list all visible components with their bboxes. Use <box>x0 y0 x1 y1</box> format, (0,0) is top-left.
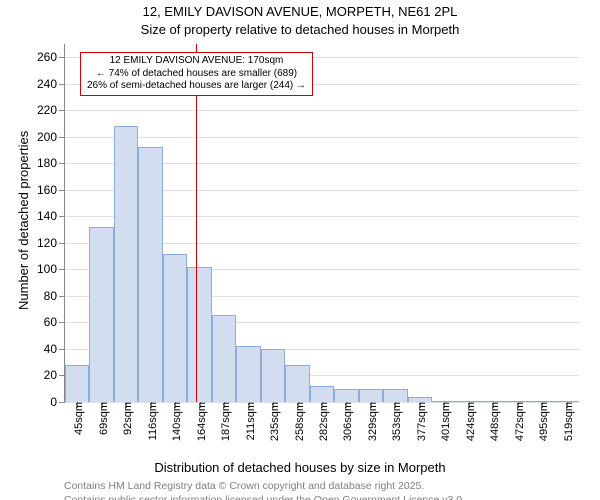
gridline-h <box>65 110 579 111</box>
x-tick-label: 424sqm <box>461 402 477 441</box>
y-tick-label: 240 <box>37 77 65 91</box>
y-tick-label: 60 <box>44 315 65 329</box>
x-tick-label: 45sqm <box>69 402 85 435</box>
y-tick-label: 100 <box>37 262 65 276</box>
gridline-h <box>65 137 579 138</box>
footnote-line-2: Contains public sector information licen… <box>64 494 465 500</box>
chart-title: 12, EMILY DAVISON AVENUE, MORPETH, NE61 … <box>0 4 600 19</box>
x-tick-label: 164sqm <box>192 402 208 441</box>
y-tick-label: 260 <box>37 50 65 64</box>
x-tick-label: 282sqm <box>314 402 330 441</box>
histogram-bar <box>89 227 113 402</box>
histogram-bar <box>285 365 309 402</box>
y-tick-label: 40 <box>44 342 65 356</box>
annotation-line: 26% of semi-detached houses are larger (… <box>87 80 306 93</box>
y-tick-label: 80 <box>44 289 65 303</box>
y-tick-label: 220 <box>37 103 65 117</box>
x-tick-label: 187sqm <box>216 402 232 441</box>
chart-subtitle: Size of property relative to detached ho… <box>0 22 600 37</box>
histogram-bar <box>163 254 187 403</box>
x-tick-label: 258sqm <box>290 402 306 441</box>
y-tick-label: 0 <box>50 395 65 409</box>
y-axis-label: Number of detached properties <box>16 131 31 310</box>
histogram-bar <box>212 315 236 403</box>
histogram-bar <box>359 389 383 402</box>
x-tick-label: 306sqm <box>338 402 354 441</box>
annotation-box: 12 EMILY DAVISON AVENUE: 170sqm← 74% of … <box>80 52 313 96</box>
histogram-bar <box>310 386 334 402</box>
x-tick-label: 235sqm <box>265 402 281 441</box>
histogram-bar <box>383 389 407 402</box>
histogram-bar <box>187 267 211 402</box>
chart-container: 12, EMILY DAVISON AVENUE, MORPETH, NE61 … <box>0 0 600 500</box>
y-tick-label: 200 <box>37 130 65 144</box>
x-tick-label: 472sqm <box>510 402 526 441</box>
plot-area: 02040608010012014016018020022024026045sq… <box>64 44 579 403</box>
y-tick-label: 140 <box>37 209 65 223</box>
histogram-bar <box>65 365 89 402</box>
y-tick-label: 180 <box>37 156 65 170</box>
histogram-bar <box>114 126 138 402</box>
x-axis-label: Distribution of detached houses by size … <box>0 460 600 475</box>
x-tick-label: 211sqm <box>241 402 257 440</box>
x-tick-label: 140sqm <box>167 402 183 441</box>
reference-line <box>196 44 197 402</box>
annotation-line: 12 EMILY DAVISON AVENUE: 170sqm <box>87 55 306 68</box>
annotation-line: ← 74% of detached houses are smaller (68… <box>87 68 306 81</box>
x-tick-label: 377sqm <box>412 402 428 441</box>
y-tick-label: 160 <box>37 183 65 197</box>
x-tick-label: 495sqm <box>534 402 550 441</box>
x-tick-label: 353sqm <box>387 402 403 441</box>
y-tick-label: 120 <box>37 236 65 250</box>
x-tick-label: 401sqm <box>436 402 452 441</box>
x-tick-label: 448sqm <box>485 402 501 441</box>
histogram-bar <box>138 147 162 402</box>
x-tick-label: 329sqm <box>363 402 379 441</box>
histogram-bar <box>236 346 260 402</box>
x-tick-label: 69sqm <box>94 402 110 435</box>
x-tick-label: 116sqm <box>143 402 159 440</box>
histogram-bar <box>334 389 358 402</box>
histogram-bar <box>261 349 285 402</box>
x-tick-label: 519sqm <box>559 402 575 441</box>
y-tick-label: 20 <box>44 368 65 382</box>
footnote-line-1: Contains HM Land Registry data © Crown c… <box>64 480 424 492</box>
x-tick-label: 92sqm <box>118 402 134 435</box>
